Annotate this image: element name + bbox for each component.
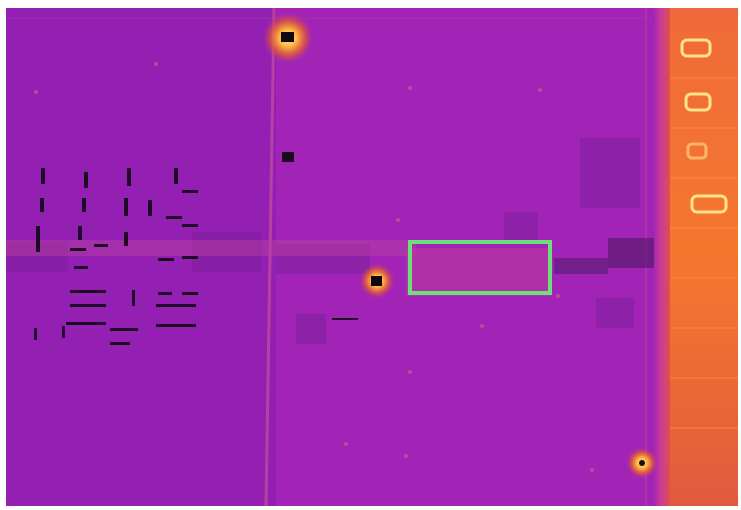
thermal-scene: [6, 8, 738, 506]
roof-opening: [282, 152, 294, 162]
parked-cars: [680, 38, 728, 214]
roof-ridge-warm: [6, 240, 416, 256]
annotation-box: [408, 240, 552, 295]
thermal-image: [6, 8, 738, 506]
parking-lines: [670, 77, 738, 429]
roof-seam: [264, 8, 276, 506]
roof-edge-warm: [652, 8, 672, 506]
parking-area: [670, 8, 738, 506]
roof-fixtures: [34, 62, 594, 472]
roof-vents: [34, 168, 358, 345]
